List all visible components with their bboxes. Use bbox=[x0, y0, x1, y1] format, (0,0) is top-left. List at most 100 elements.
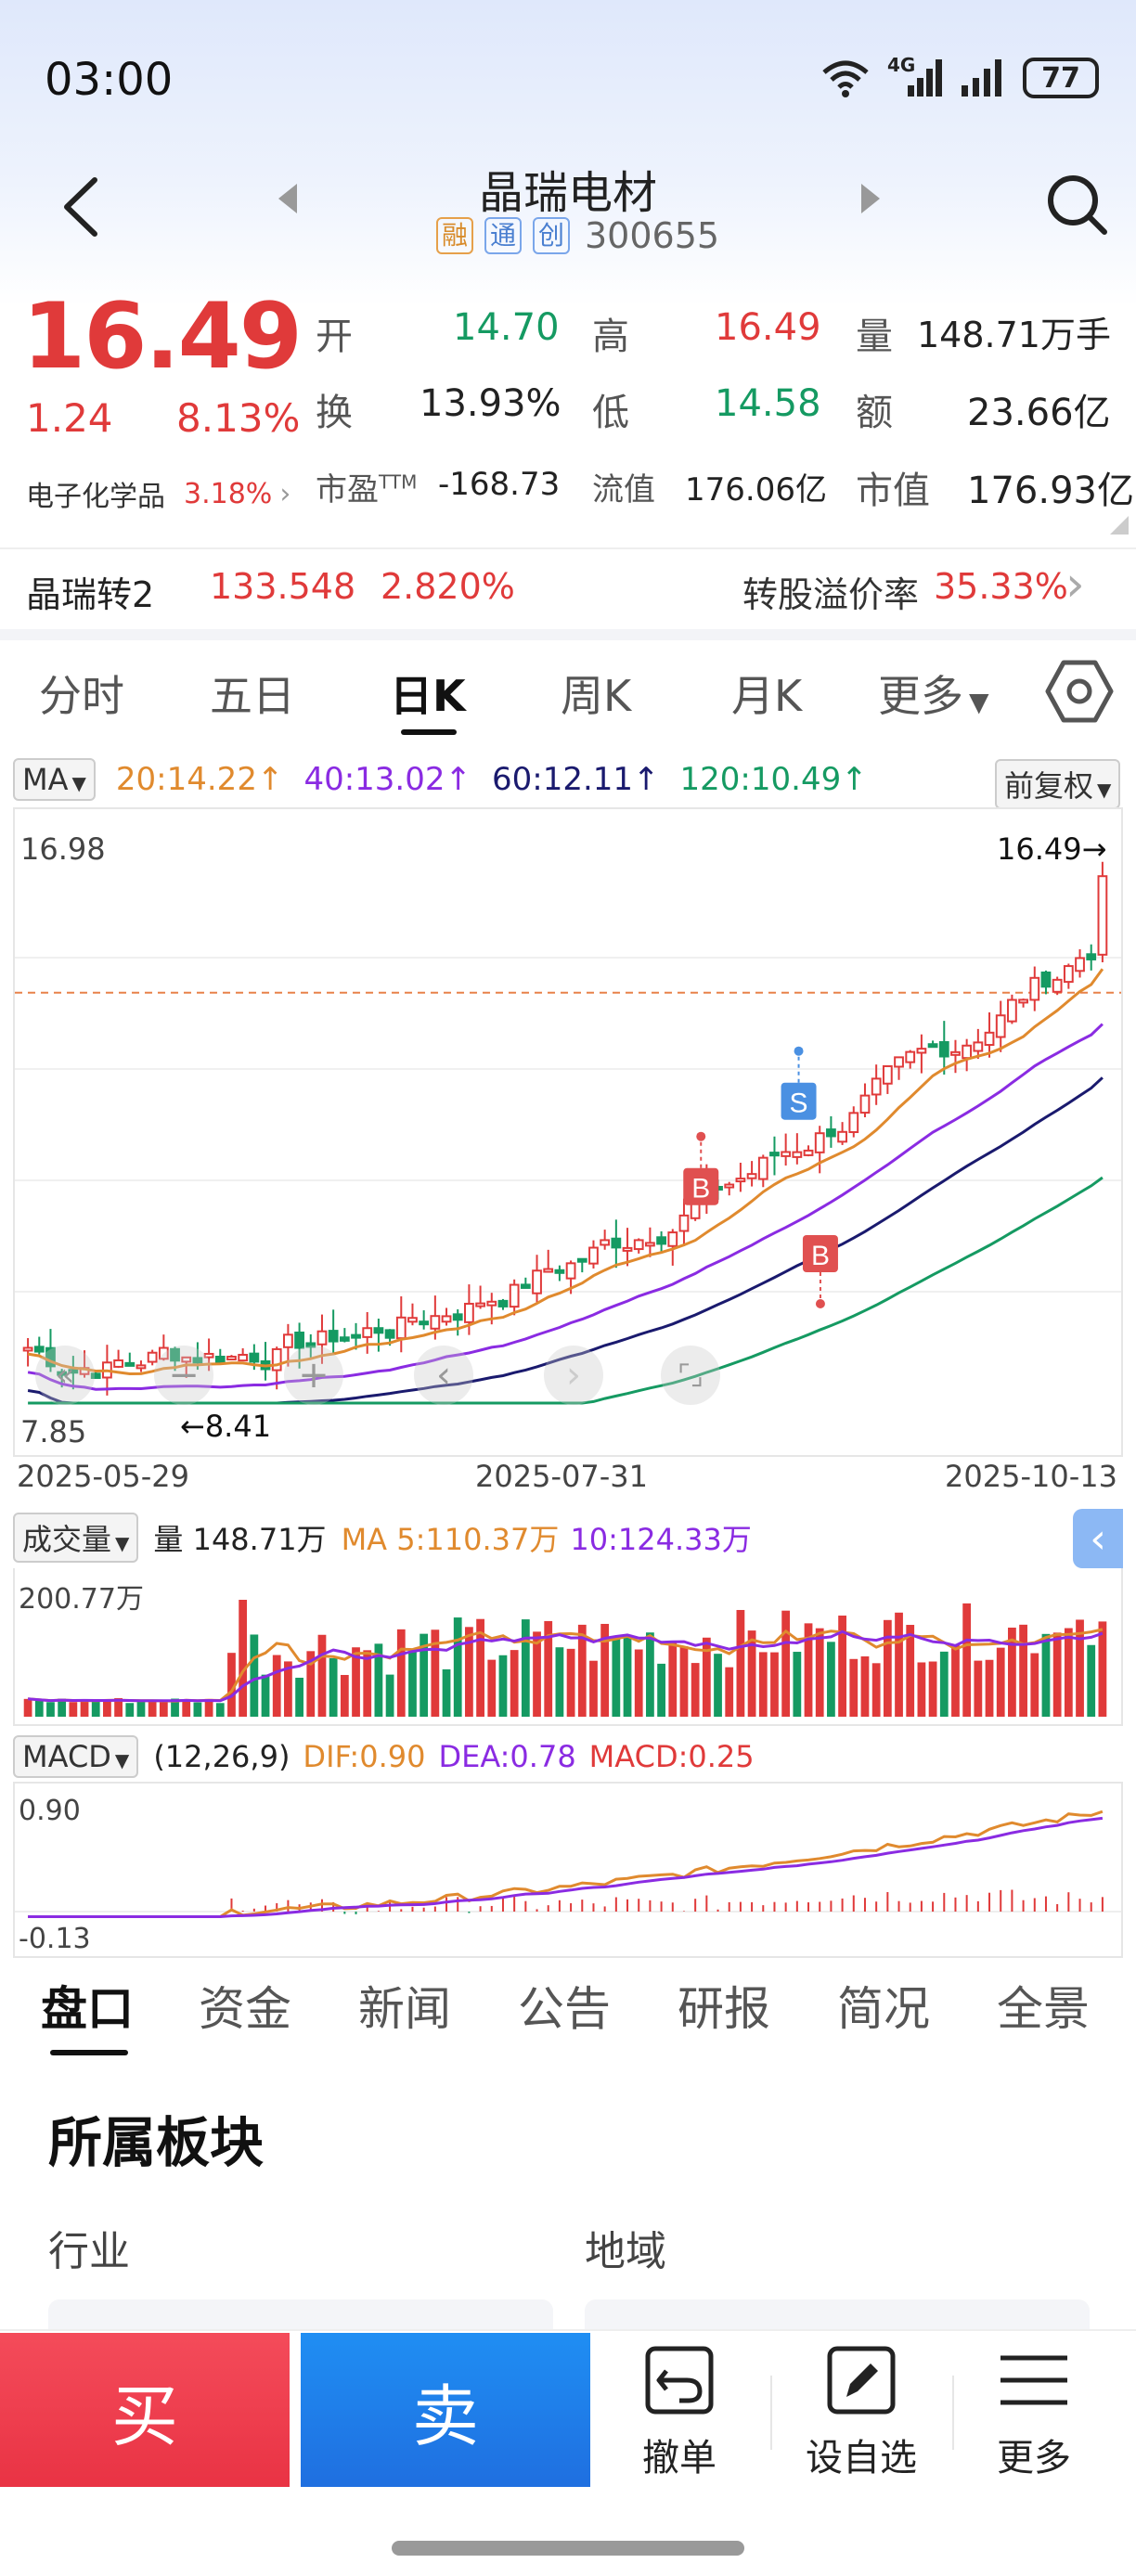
volume-bar bbox=[182, 1699, 191, 1717]
volume-bar bbox=[465, 1627, 473, 1717]
open-label: 开 bbox=[316, 316, 353, 358]
volume-bar bbox=[125, 1703, 135, 1717]
tab-research[interactable]: 研报 bbox=[678, 1982, 770, 2036]
sector-pct: 3.18% bbox=[184, 477, 273, 510]
kline-low-label: ←8.41 bbox=[180, 1409, 272, 1444]
current-price: 16.49 bbox=[22, 284, 303, 390]
volume-bar bbox=[453, 1617, 462, 1717]
tab-more[interactable]: 更多 ▼ bbox=[878, 671, 989, 721]
ma-selector[interactable]: MA ▼ bbox=[13, 758, 96, 801]
convertible-bond-row[interactable]: 晶瑞转2 133.548 2.820% 转股溢价率 35.33% › bbox=[0, 547, 1136, 631]
more-button[interactable]: 更多 bbox=[960, 2338, 1108, 2481]
kline-candle bbox=[407, 1303, 418, 1326]
tab-intraday[interactable]: 分时 bbox=[39, 671, 124, 721]
kline-candle bbox=[1029, 966, 1040, 1011]
kline-candle bbox=[395, 1296, 407, 1353]
search-icon[interactable] bbox=[1043, 171, 1110, 238]
tab-profile[interactable]: 简况 bbox=[837, 1982, 930, 2036]
adjust-selector[interactable]: 前复权 ▼ bbox=[995, 759, 1121, 809]
add-watchlist-button[interactable]: 设自选 bbox=[787, 2338, 936, 2481]
kline-candle bbox=[203, 1338, 214, 1372]
date-label-end: 2025-10-13 bbox=[945, 1459, 1117, 1494]
volume-bar bbox=[306, 1651, 316, 1717]
tab-five-day[interactable]: 五日 bbox=[210, 671, 295, 721]
volume-bar bbox=[487, 1659, 497, 1717]
pan-right-button[interactable]: › bbox=[544, 1346, 603, 1405]
stock-subline: 融 通 创 300655 bbox=[436, 215, 719, 256]
turnover-value: 13.93% bbox=[420, 382, 562, 425]
side-panel-toggle[interactable]: ‹ bbox=[1073, 1509, 1123, 1568]
macd-params: (12,26,9) bbox=[153, 1739, 290, 1774]
kline-candle bbox=[305, 1333, 316, 1358]
rewind-button[interactable]: « bbox=[35, 1346, 95, 1405]
kline-chart[interactable]: S B B 16.98 7.85 16.49→ ←8.41 « − + ‹ › ⌜⌟ bbox=[13, 807, 1123, 1457]
active-tab-indicator bbox=[401, 729, 457, 735]
low-value: 14.58 bbox=[715, 382, 821, 425]
volume-bar bbox=[1098, 1621, 1107, 1717]
high-label: 高 bbox=[592, 316, 629, 358]
zoom-out-button[interactable]: − bbox=[154, 1346, 213, 1405]
tab-news[interactable]: 新闻 bbox=[358, 1982, 451, 2036]
trade-signal-marker[interactable]: B bbox=[802, 1234, 838, 1308]
volume-bar bbox=[736, 1609, 745, 1717]
volume-bar bbox=[555, 1647, 564, 1717]
amount-value: 23.66亿 bbox=[967, 392, 1111, 434]
kline-candle bbox=[1075, 948, 1085, 978]
volume-bar bbox=[250, 1634, 259, 1717]
status-bar: 03:00 4G 77 bbox=[0, 0, 1136, 158]
volume-bar bbox=[521, 1619, 530, 1717]
sector-link[interactable]: 电子化学品 3.18% › bbox=[26, 473, 290, 514]
buy-button[interactable]: 买 bbox=[0, 2333, 290, 2487]
tab-orderbook[interactable]: 盘口 bbox=[41, 1982, 134, 2036]
kline-candle bbox=[1052, 976, 1063, 996]
tab-weekly-k[interactable]: 周K bbox=[561, 671, 632, 721]
undo-icon bbox=[645, 2346, 714, 2415]
tab-monthly-k[interactable]: 月K bbox=[731, 671, 803, 721]
volume-selector[interactable]: 成交量 ▼ bbox=[13, 1513, 139, 1563]
kline-candle bbox=[181, 1356, 192, 1378]
battery-icon: 77 bbox=[1023, 58, 1099, 98]
macd-chart[interactable]: 0.90 -0.13 bbox=[13, 1782, 1123, 1958]
svg-text:B: B bbox=[811, 1241, 830, 1271]
sell-button[interactable]: 卖 bbox=[301, 2333, 590, 2487]
next-stock-icon[interactable] bbox=[858, 182, 884, 215]
volume-bar bbox=[1064, 1628, 1073, 1717]
tab-daily-k[interactable]: 日K bbox=[390, 671, 466, 721]
back-icon[interactable] bbox=[58, 174, 104, 239]
volume-bar bbox=[634, 1649, 643, 1717]
volume-bar bbox=[1087, 1644, 1096, 1717]
kline-candle bbox=[984, 1012, 995, 1058]
volume-bar bbox=[476, 1618, 484, 1717]
prev-stock-icon[interactable] bbox=[275, 182, 301, 215]
cancel-order-button[interactable]: 撤单 bbox=[605, 2338, 754, 2481]
volume-bar bbox=[80, 1699, 89, 1717]
settings-hexagon-icon[interactable] bbox=[1045, 659, 1114, 724]
kline-candle bbox=[419, 1310, 430, 1330]
pan-left-button[interactable]: ‹ bbox=[414, 1346, 473, 1405]
volume-bar bbox=[420, 1633, 429, 1717]
low-label: 低 bbox=[592, 392, 629, 434]
volume-bar bbox=[103, 1700, 111, 1717]
volume-chart[interactable]: 200.77万 bbox=[13, 1568, 1123, 1726]
volume-bar bbox=[917, 1662, 926, 1717]
trade-signal-marker[interactable]: B bbox=[683, 1131, 719, 1205]
macd-selector[interactable]: MACD ▼ bbox=[13, 1735, 139, 1778]
kline-candle bbox=[283, 1323, 293, 1367]
volume-svg bbox=[23, 1600, 1107, 1717]
volume-bar bbox=[838, 1616, 846, 1717]
zoom-in-button[interactable]: + bbox=[284, 1346, 343, 1405]
fullscreen-button[interactable]: ⌜⌟ bbox=[661, 1346, 720, 1405]
tab-funds[interactable]: 资金 bbox=[199, 1982, 291, 2036]
kline-candle bbox=[678, 1198, 690, 1246]
kline-candle bbox=[600, 1230, 611, 1250]
caret-down-icon: ▼ bbox=[969, 687, 989, 717]
tab-announcements[interactable]: 公告 bbox=[518, 1982, 611, 2036]
volume-bar bbox=[239, 1600, 248, 1717]
stock-title: 晶瑞电材 bbox=[0, 156, 1136, 221]
kline-candle bbox=[1040, 970, 1052, 995]
kline-candle bbox=[905, 1050, 916, 1069]
volume-bar bbox=[804, 1623, 813, 1717]
tab-overview[interactable]: 全景 bbox=[997, 1982, 1090, 2036]
volume-bar bbox=[204, 1698, 213, 1717]
trade-signal-marker[interactable]: S bbox=[781, 1046, 817, 1120]
